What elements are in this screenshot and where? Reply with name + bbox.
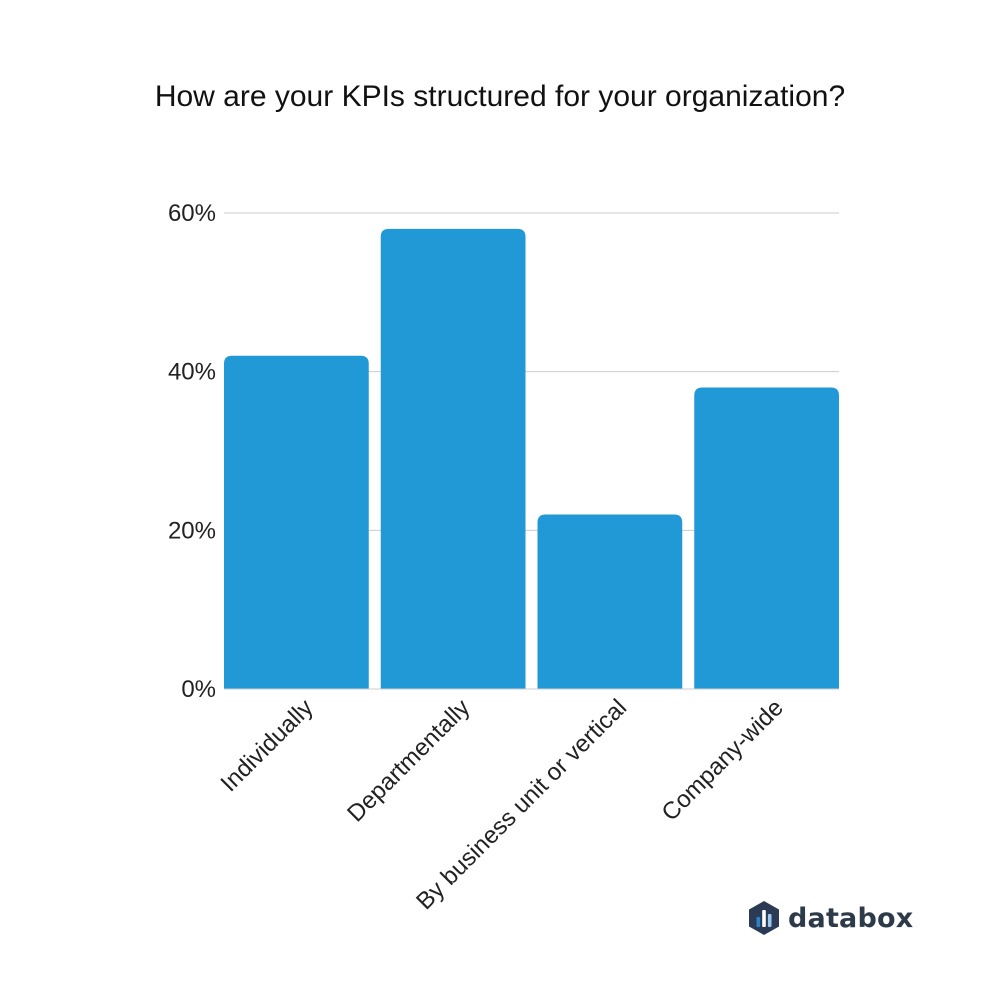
y-tick-label: 40%	[168, 359, 216, 386]
chart-title: How are your KPIs structured for your or…	[154, 80, 846, 113]
bar-4	[694, 387, 839, 689]
x-tick-label: Departmentally	[342, 694, 475, 827]
y-tick-label: 60%	[168, 200, 216, 227]
bar-3	[537, 514, 683, 689]
y-tick-label: 20%	[168, 517, 216, 544]
x-tick-label: Company-wide	[657, 694, 789, 826]
brand-logo: databox	[748, 896, 913, 940]
brand-name: databox	[788, 902, 914, 934]
databox-logo-icon	[749, 901, 779, 935]
y-tick-label: 0%	[181, 676, 216, 703]
bar-1	[224, 355, 369, 689]
bar-2	[380, 228, 526, 689]
x-tick-label: Individually	[216, 694, 319, 797]
